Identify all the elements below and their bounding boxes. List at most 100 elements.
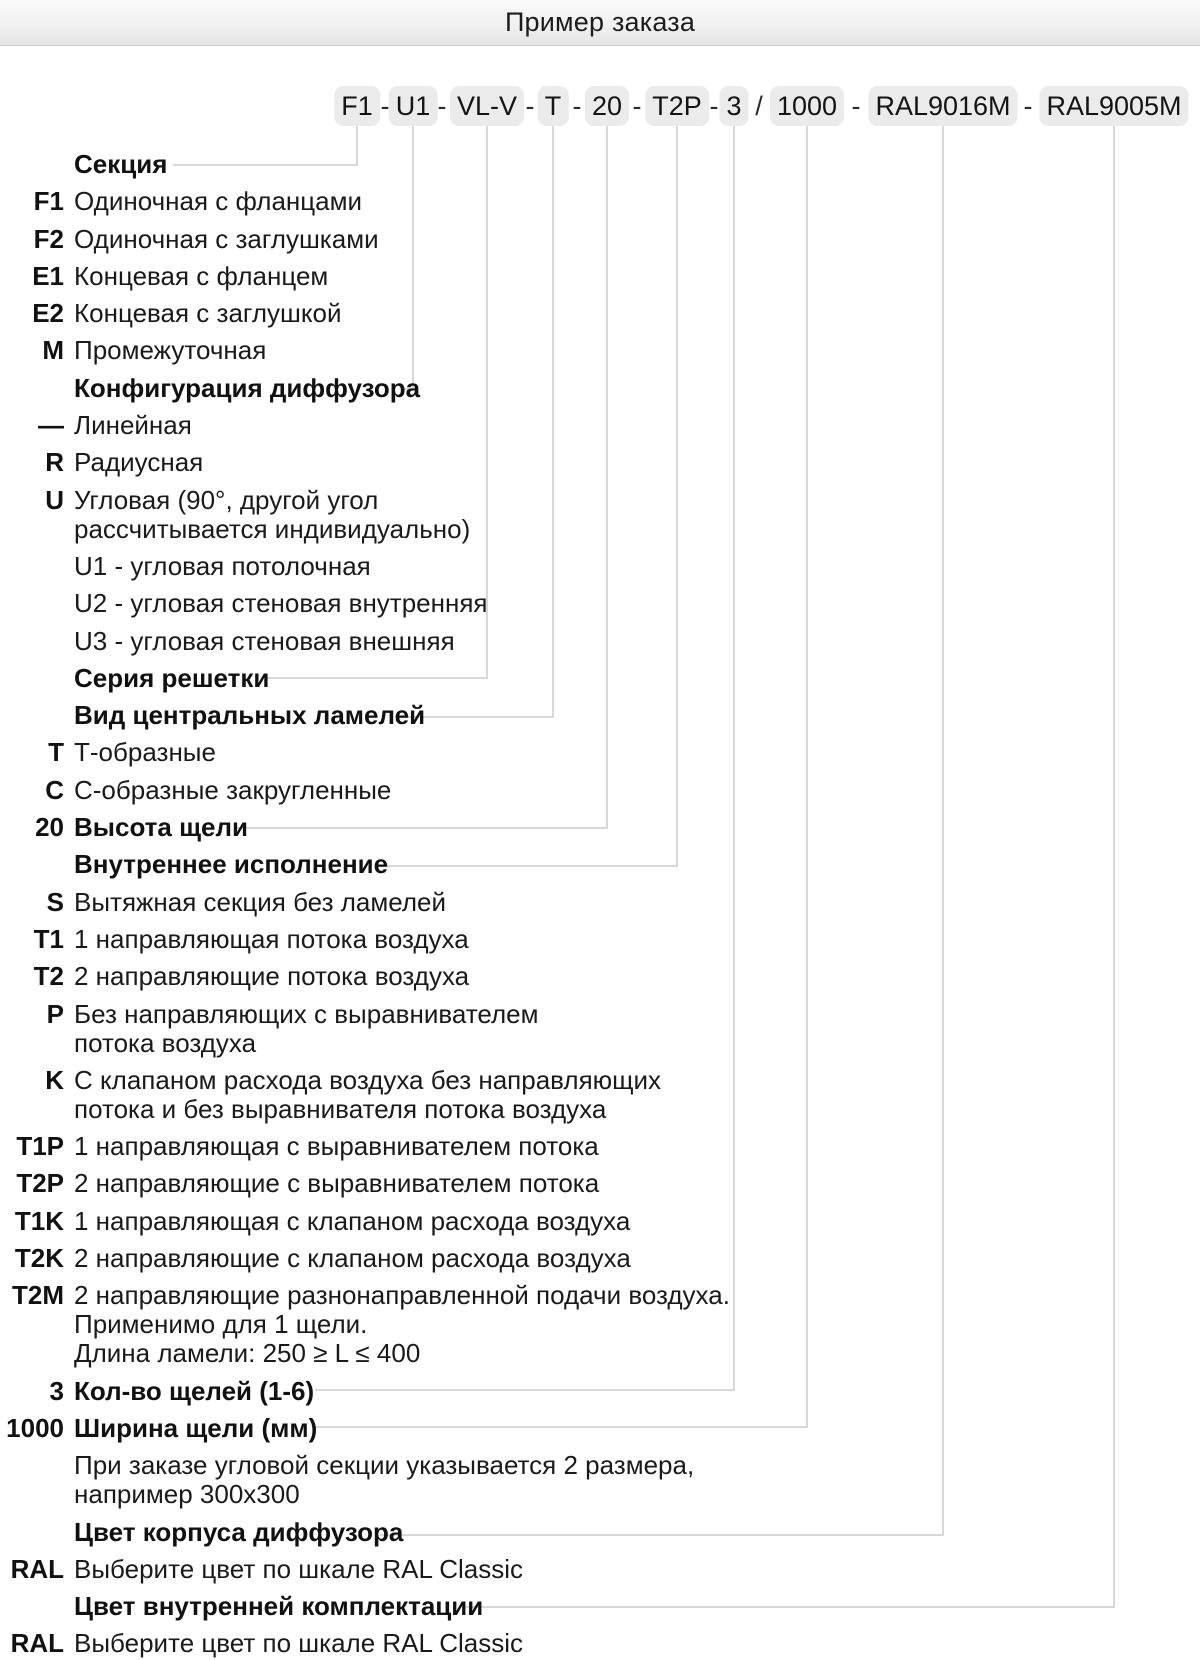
page-header: Пример заказа — [0, 0, 1200, 46]
code-segment-diffuser-config: U1 — [388, 86, 438, 126]
code-label: 20 — [35, 812, 64, 843]
legend-row-corner-u3: U3 - угловая стеновая внешняя — [0, 625, 1200, 656]
description: U3 - угловая стеновая внешняя — [74, 625, 455, 656]
code-label: T2K — [14, 1243, 64, 1274]
legend-row-t1p: T1P 1 направляющая с выравнивателем поток… — [0, 1132, 1200, 1161]
description: С клапаном расхода воздуха без направляю… — [74, 1064, 662, 1124]
code-segment-internal-config: T2P — [645, 86, 709, 126]
legend-row-grille-series-heading: Серия решетки — [0, 662, 1200, 693]
code-label: RAL — [10, 1553, 64, 1584]
page-title: Пример заказа — [504, 7, 696, 37]
code-separator: - — [1023, 91, 1033, 121]
code-label: F1 — [33, 186, 64, 217]
code-label: T1P — [16, 1131, 64, 1162]
description: 1 направляющая с клапаном расхода воздух… — [74, 1205, 631, 1236]
code-label: C — [45, 774, 64, 805]
legend-row-t2m: T2M 2 направляющие разнонаправленной пода… — [0, 1281, 1200, 1368]
code-segment-section: F1 — [334, 86, 380, 126]
legend-row-ral-body: RAL Выберите цвет по шкале RAL Classic — [0, 1553, 1200, 1584]
legend-row-c: C С-образные закругленные — [0, 774, 1200, 805]
code-label: T2M — [12, 1280, 64, 1311]
code-label: T2P — [16, 1168, 64, 1199]
description: Концевая с фланцем — [74, 260, 329, 291]
legend-row-lamella-type-heading: Вид центральных ламелей — [0, 701, 1200, 730]
description: Ширина щели (мм) — [74, 1412, 318, 1443]
description: Радиусная — [74, 447, 204, 478]
description: Выберите цвет по шкале RAL Classic — [74, 1628, 524, 1659]
code-separator-slash: / — [755, 91, 763, 121]
description: Цвет внутренней комплектации — [74, 1591, 484, 1622]
legend-row-ral-internal: RAL Выберите цвет по шкале RAL Classic — [0, 1629, 1200, 1658]
code-separator: - — [632, 91, 642, 121]
legend-row-t2k: T2K 2 направляющие с клапаном расхода воз… — [0, 1244, 1200, 1273]
legend-row-k: K С клапаном расхода воздуха без направля… — [0, 1064, 1200, 1124]
legend-row-f2: F2 Одиночная с заглушками — [0, 223, 1200, 254]
description: 2 направляющие с клапаном расхода воздух… — [74, 1243, 631, 1274]
description: Одиночная с заглушками — [74, 223, 379, 254]
code-label: M — [42, 335, 64, 366]
legend-row-section-heading: Секция — [0, 150, 1200, 179]
description: Одиночная с фланцами — [74, 186, 363, 217]
description: Вид центральных ламелей — [74, 700, 426, 731]
legend-row-corner-note: При заказе угловой секции указывается 2 … — [0, 1451, 1200, 1509]
description: С-образные закругленные — [74, 774, 392, 805]
legend-row-corner-u1: U1 - угловая потолочная — [0, 550, 1200, 581]
legend-row-m: M Промежуточная — [0, 336, 1200, 365]
code-label: 3 — [49, 1375, 64, 1406]
legend-row-slot-width-heading: 1000 Ширина щели (мм) — [0, 1412, 1200, 1443]
code-separator: - — [572, 91, 582, 121]
description: Без направляющих с выравнивателем потока… — [74, 998, 539, 1058]
legend-row-linear: — Линейная — [0, 411, 1200, 440]
legend-row-slot-height-heading: 20 Высота щели — [0, 813, 1200, 842]
code-label: E2 — [32, 298, 64, 329]
description: Угловая (90°, другой угол рассчитывается… — [74, 484, 471, 544]
code-segment-body-color: RAL9016M — [868, 86, 1018, 126]
code-label: F2 — [33, 223, 64, 254]
description: U1 - угловая потолочная — [74, 550, 371, 581]
description: 1 направляющая с выравнивателем потока — [74, 1131, 599, 1162]
description: Конфигурация диффузора — [74, 372, 421, 403]
description: Высота щели — [74, 812, 248, 843]
legend-row-diffuser-config-heading: Конфигурация диффузора — [0, 372, 1200, 403]
description: Внутреннее исполнение — [74, 849, 389, 880]
code-segment-internal-color: RAL9005M — [1039, 86, 1189, 126]
legend-row-t: T Т-образные — [0, 738, 1200, 767]
legend-row-body-color-heading: Цвет корпуса диффузора — [0, 1516, 1200, 1547]
legend-row-s: S Вытяжная секция без ламелей — [0, 886, 1200, 917]
code-segment-grille-series: VL-V — [449, 86, 525, 126]
code-label: T1K — [14, 1205, 64, 1236]
code-label: E1 — [32, 260, 64, 291]
code-segment-slot-count: 3 — [719, 86, 749, 126]
code-label: RAL — [10, 1628, 64, 1659]
legend-row-f1: F1 Одиночная с фланцами — [0, 187, 1200, 216]
description: 2 направляющие разнонаправленной подачи … — [74, 1280, 730, 1369]
code-label: 1000 — [6, 1412, 64, 1443]
code-label: K — [45, 1064, 64, 1095]
description: Кол-во щелей (1-6) — [74, 1375, 315, 1406]
description: Концевая с заглушкой — [74, 298, 342, 329]
code-separator: - — [709, 91, 719, 121]
order-code: F1 - U1 - VL-V - T - 20 - T2P - 3 / 1000… — [0, 0, 1200, 130]
description: Т-образные — [74, 737, 216, 768]
code-segment-lamella-type: T — [537, 86, 569, 126]
description: 1 направляющая потока воздуха — [74, 923, 469, 954]
code-label: T1 — [33, 923, 64, 954]
legend-row-t1: T1 1 направляющая потока воздуха — [0, 923, 1200, 954]
legend-row-p: P Без направляющих с выравнивателем поток… — [0, 998, 1200, 1058]
legend: Секция F1 Одиночная с фланцами F2 Одиночна… — [0, 150, 1200, 1660]
code-label: P — [46, 998, 64, 1029]
description: U2 - угловая стеновая внутренняя — [74, 588, 488, 619]
legend-row-slot-count-heading: 3 Кол-во щелей (1-6) — [0, 1375, 1200, 1406]
code-label: — — [38, 410, 64, 441]
description: Промежуточная — [74, 335, 267, 366]
description: Серия решетки — [74, 662, 270, 693]
code-separator: - — [380, 91, 390, 121]
code-label: R — [45, 447, 64, 478]
description: Цвет корпуса диффузора — [74, 1516, 404, 1547]
description: При заказе угловой секции указывается 2 … — [74, 1450, 695, 1510]
legend-row-internal-config-heading: Внутреннее исполнение — [0, 850, 1200, 879]
code-label: S — [46, 886, 64, 917]
code-label: T2 — [33, 961, 64, 992]
description: Вытяжная секция без ламелей — [74, 886, 446, 917]
code-separator: - — [525, 91, 535, 121]
